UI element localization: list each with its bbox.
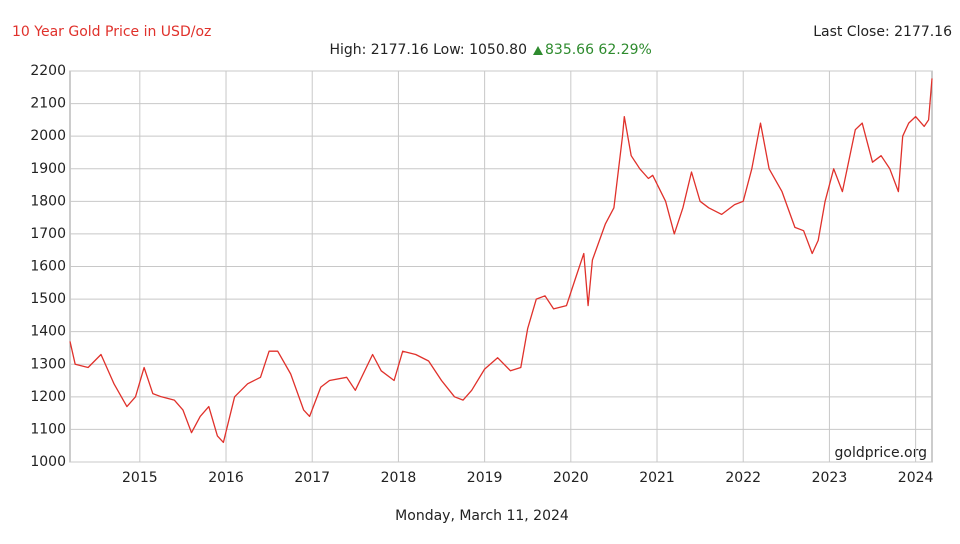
up-arrow xyxy=(533,46,543,55)
x-tick-label: 2019 xyxy=(467,470,503,486)
y-tick-label: 2000 xyxy=(30,128,66,144)
last-close: Last Close: 2177.16 xyxy=(813,24,952,40)
y-tick-label: 1200 xyxy=(30,389,66,405)
x-tick-label: 2022 xyxy=(725,470,761,486)
y-tick-label: 2200 xyxy=(30,63,66,79)
y-tick-label: 1600 xyxy=(30,259,66,275)
chart-title: 10 Year Gold Price in USD/oz xyxy=(12,24,211,40)
x-tick-label: 2018 xyxy=(381,470,417,486)
y-tick-label: 1000 xyxy=(30,454,66,470)
x-tick-label: 2016 xyxy=(208,470,244,486)
y-tick-label: 1300 xyxy=(30,356,66,372)
y-tick-label: 1800 xyxy=(30,193,66,209)
x-tick-label: 2020 xyxy=(553,470,589,486)
date: Monday, March 11, 2024 xyxy=(395,508,569,524)
y-tick-label: 1900 xyxy=(30,161,66,177)
y-tick-label: 2100 xyxy=(30,96,66,112)
price-line xyxy=(69,78,933,444)
x-tick-label: 2024 xyxy=(898,470,934,486)
y-tick-label: 1500 xyxy=(30,291,66,307)
x-tick-label: 2021 xyxy=(639,470,675,486)
x-tick-label: 2017 xyxy=(294,470,330,486)
change: 835.66 62.29% xyxy=(545,42,652,58)
stats: High: 2177.16 Low: 1050.80 xyxy=(329,42,527,58)
x-tick-label: 2023 xyxy=(812,470,848,486)
y-tick-label: 1100 xyxy=(30,421,66,437)
watermark: goldprice.org xyxy=(835,445,927,461)
y-tick-label: 1400 xyxy=(30,324,66,340)
y-tick-label: 1700 xyxy=(30,226,66,242)
x-tick-label: 2015 xyxy=(122,470,158,486)
